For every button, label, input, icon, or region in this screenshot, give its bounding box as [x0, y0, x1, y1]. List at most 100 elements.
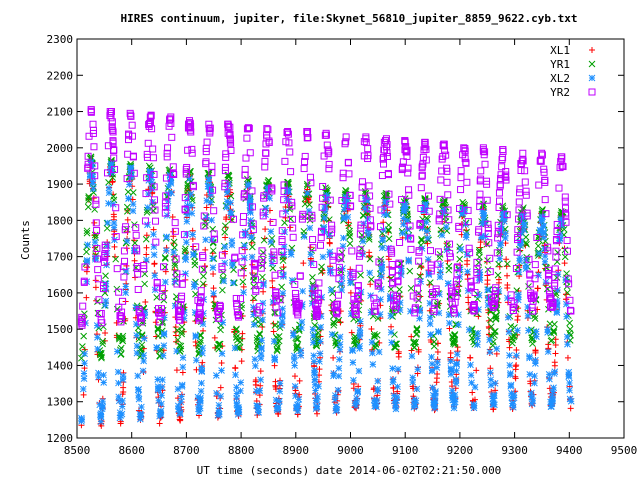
data-point: [535, 250, 543, 257]
data-point: [356, 333, 364, 341]
data-point: [215, 407, 223, 415]
data-point: [81, 350, 89, 358]
data-point: [304, 134, 312, 142]
data-point: [457, 167, 465, 175]
data-point: [338, 286, 346, 294]
data-point: [198, 364, 206, 371]
data-point: [339, 242, 347, 250]
data-point: [553, 302, 561, 310]
data-point: [256, 331, 264, 338]
data-point: [234, 411, 242, 418]
data-point: [536, 226, 544, 234]
data-point: [301, 200, 309, 208]
data-point: [496, 255, 504, 262]
data-point: [202, 236, 210, 244]
data-point: [140, 265, 148, 273]
data-point: [403, 146, 411, 154]
data-point: [541, 258, 549, 266]
data-point: [431, 389, 439, 397]
data-point: [335, 364, 343, 372]
data-point: [403, 217, 411, 225]
data-point: [279, 257, 287, 264]
data-point: [391, 397, 398, 405]
data-point: [489, 400, 497, 408]
data-point: [163, 153, 171, 161]
data-point: [131, 239, 139, 247]
data-point: [303, 189, 311, 197]
data-point: [160, 330, 168, 337]
data-point: [392, 295, 400, 303]
data-point: [434, 348, 441, 355]
data-point: [208, 216, 215, 224]
data-point: [145, 162, 153, 170]
data-point: [352, 311, 360, 319]
data-point: [538, 207, 546, 215]
data-point: [183, 211, 191, 218]
data-point: [288, 277, 296, 284]
data-point: [476, 203, 484, 211]
data-point: [552, 336, 559, 343]
data-point: [184, 196, 191, 203]
data-point: [548, 303, 556, 311]
data-point: [398, 196, 406, 204]
data-point: [548, 400, 556, 408]
data-point: [522, 261, 530, 269]
data-point: [120, 247, 128, 255]
data-point: [515, 293, 522, 301]
data-point: [99, 340, 106, 348]
data-point: [151, 217, 159, 225]
data-point: [465, 244, 473, 252]
data-point: [541, 252, 549, 260]
data-point: [228, 241, 236, 249]
data-point: [501, 234, 509, 242]
data-point: [320, 223, 328, 231]
data-point: [193, 366, 200, 373]
data-point: [394, 277, 402, 285]
data-point: [553, 297, 561, 305]
data-point: [217, 326, 224, 334]
data-point: [143, 244, 150, 251]
data-point: [394, 383, 401, 391]
data-point: [522, 239, 530, 246]
data-point: [463, 228, 470, 236]
data-point: [366, 204, 374, 212]
data-point: [319, 194, 327, 202]
data-point: [107, 162, 115, 170]
data-point: [486, 254, 494, 262]
data-point: [196, 398, 204, 405]
data-point: [290, 352, 298, 360]
data-point: [110, 219, 118, 227]
data-point: [563, 333, 571, 341]
data-point: [109, 200, 117, 208]
data-point: [317, 227, 325, 235]
data-point: [223, 198, 231, 205]
data-point: [138, 403, 145, 411]
data-point: [329, 256, 337, 264]
data-point: [492, 287, 500, 295]
data-point: [380, 210, 388, 218]
data-point: [319, 253, 327, 261]
data-point: [333, 406, 341, 414]
data-point: [209, 255, 216, 262]
data-point: [273, 346, 281, 354]
data-point: [198, 367, 206, 375]
data-point: [455, 321, 462, 329]
data-point: [518, 211, 526, 219]
data-point: [470, 303, 478, 311]
data-point: [354, 388, 362, 396]
data-point: [436, 210, 444, 218]
data-point: [123, 237, 131, 245]
data-point: [153, 294, 161, 301]
data-point: [289, 233, 297, 241]
data-point: [262, 226, 269, 233]
data-point: [161, 199, 169, 207]
data-point: [466, 249, 474, 257]
data-point: [531, 315, 539, 322]
data-point: [525, 283, 532, 290]
data-point: [408, 333, 415, 340]
data-point: [156, 409, 164, 417]
data-point: [94, 275, 102, 283]
data-point: [176, 409, 184, 416]
data-point: [199, 344, 206, 352]
